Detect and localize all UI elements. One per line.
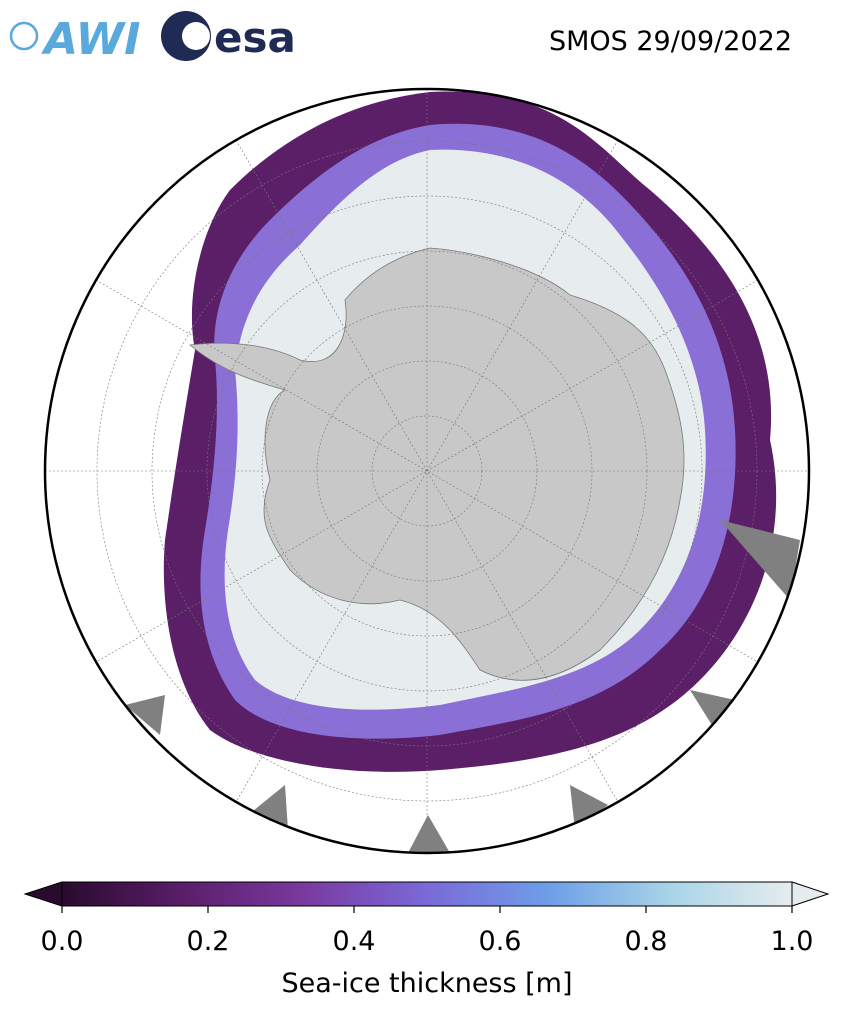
colorbar: 0.0 0.2 0.4 0.6 0.8 1.0	[23, 881, 830, 957]
esa-logo-text: esa	[214, 13, 296, 62]
graticule	[45, 89, 809, 853]
colorbar-bar	[61, 881, 793, 907]
land-masks	[125, 520, 800, 853]
map	[45, 89, 809, 853]
colorbar-tick-label: 0.6	[479, 926, 522, 957]
antarctica	[189, 247, 685, 681]
esa-logo: esa	[161, 11, 296, 62]
colorbar-extend-low	[23, 881, 63, 907]
colorbar-tick-label: 0.4	[333, 926, 376, 957]
map-title: SMOS 29/09/2022	[549, 26, 792, 57]
map-frame	[43, 87, 811, 855]
awi-logo: AWI	[9, 14, 141, 65]
colorbar-label: Sea-ice thickness [m]	[281, 968, 572, 999]
colorbar-tick-label: 1.0	[771, 926, 814, 957]
colorbar-tick-label: 0.8	[625, 926, 668, 957]
colorbar-tick-label: 0.0	[41, 926, 84, 957]
colorbar-extend-high	[791, 881, 830, 907]
awi-logo-text: AWI	[41, 14, 141, 65]
colorbar-tick-label: 0.2	[187, 926, 230, 957]
